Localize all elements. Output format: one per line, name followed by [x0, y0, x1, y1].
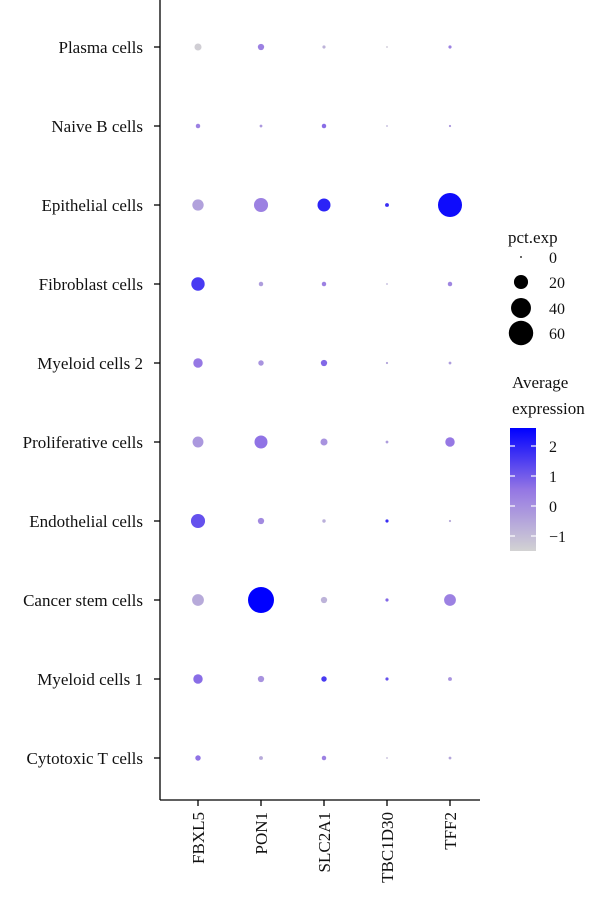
- y-tick-label: Naive B cells: [51, 117, 143, 136]
- dot: [385, 519, 389, 523]
- dot: [322, 45, 326, 49]
- dot: [248, 587, 274, 613]
- dot: [444, 594, 456, 606]
- colorbar-label: 2: [549, 439, 557, 456]
- x-tick-label: PON1: [252, 812, 271, 855]
- x-tick-label: TFF2: [441, 812, 460, 850]
- dot: [258, 360, 264, 366]
- colorbar-label: −1: [549, 529, 566, 546]
- colorbar-label: 0: [549, 499, 557, 516]
- dot: [385, 203, 389, 207]
- y-tick-label: Cytotoxic T cells: [27, 749, 143, 768]
- dot: [320, 438, 328, 446]
- size-legend-dot: [511, 298, 531, 318]
- dot: [447, 281, 453, 287]
- dot: [317, 198, 331, 212]
- size-legend-label: 20: [549, 275, 565, 292]
- y-tick-label: Cancer stem cells: [23, 591, 143, 610]
- dot: [194, 43, 202, 51]
- dot: [448, 756, 452, 760]
- dot: [322, 519, 326, 523]
- dot: [321, 755, 327, 761]
- dot: [385, 361, 389, 365]
- color-legend-title: Average: [512, 373, 568, 392]
- average-expression-legend: Average expression 2 1 0 −1: [510, 373, 585, 551]
- dot: [437, 192, 463, 218]
- dot: [385, 598, 389, 602]
- dot: [385, 677, 389, 681]
- dot: [195, 123, 201, 129]
- plot-area: Plasma cells Naive B cells Epithelial cell…: [23, 0, 480, 883]
- dot: [320, 596, 328, 604]
- y-tick-label: Proliferative cells: [23, 433, 143, 452]
- dot: [191, 277, 205, 291]
- y-tick-label: Epithelial cells: [42, 196, 144, 215]
- dot: [386, 125, 388, 127]
- dot: [386, 757, 388, 759]
- dot: [448, 124, 452, 128]
- dot: [195, 755, 201, 761]
- size-legend-label: 40: [549, 301, 565, 318]
- size-legend-label: 60: [549, 326, 565, 343]
- size-legend-dot: [513, 274, 529, 290]
- dot: [257, 43, 265, 51]
- dot: [192, 199, 204, 211]
- x-tick-label: SLC2A1: [315, 812, 334, 872]
- colorbar-label: 1: [549, 469, 557, 486]
- size-legend-dot: [520, 256, 522, 258]
- dot: [321, 676, 327, 682]
- color-legend-title-line2: expression: [512, 399, 585, 418]
- dot: [448, 45, 452, 49]
- dot: [321, 281, 327, 287]
- size-legend-title: pct.exp: [508, 228, 558, 247]
- dot: [192, 436, 204, 448]
- dot: [254, 435, 268, 449]
- dot: [385, 440, 389, 444]
- dot: [320, 359, 328, 367]
- y-tick-label: Plasma cells: [58, 38, 143, 57]
- y-tick-label: Endothelial cells: [29, 512, 143, 531]
- dot: [386, 46, 388, 48]
- dot: [193, 358, 203, 368]
- size-legend-dot: [508, 320, 534, 346]
- colorbar: [510, 428, 536, 551]
- dot: [448, 519, 452, 523]
- dot: [259, 124, 263, 128]
- dot: [321, 123, 327, 129]
- y-tick-label: Myeloid cells 2: [37, 354, 143, 373]
- dot: [258, 281, 264, 287]
- dot: [193, 674, 203, 684]
- dot: [448, 361, 452, 365]
- dot: [445, 437, 455, 447]
- y-tick-label: Myeloid cells 1: [37, 670, 143, 689]
- x-tick-label: TBC1D30: [378, 812, 397, 883]
- dot: [253, 197, 269, 213]
- size-legend-label: 0: [549, 250, 557, 267]
- pct-exp-legend: pct.exp 0 20 40 60: [508, 228, 565, 346]
- x-tick-label: FBXL5: [189, 812, 208, 864]
- dot: [257, 675, 265, 683]
- dot: [448, 677, 452, 681]
- dot: [386, 283, 388, 285]
- dot: [257, 517, 265, 525]
- y-tick-label: Fibroblast cells: [39, 275, 143, 294]
- dot: [259, 756, 263, 760]
- dot: [192, 594, 204, 606]
- dot: [190, 513, 206, 529]
